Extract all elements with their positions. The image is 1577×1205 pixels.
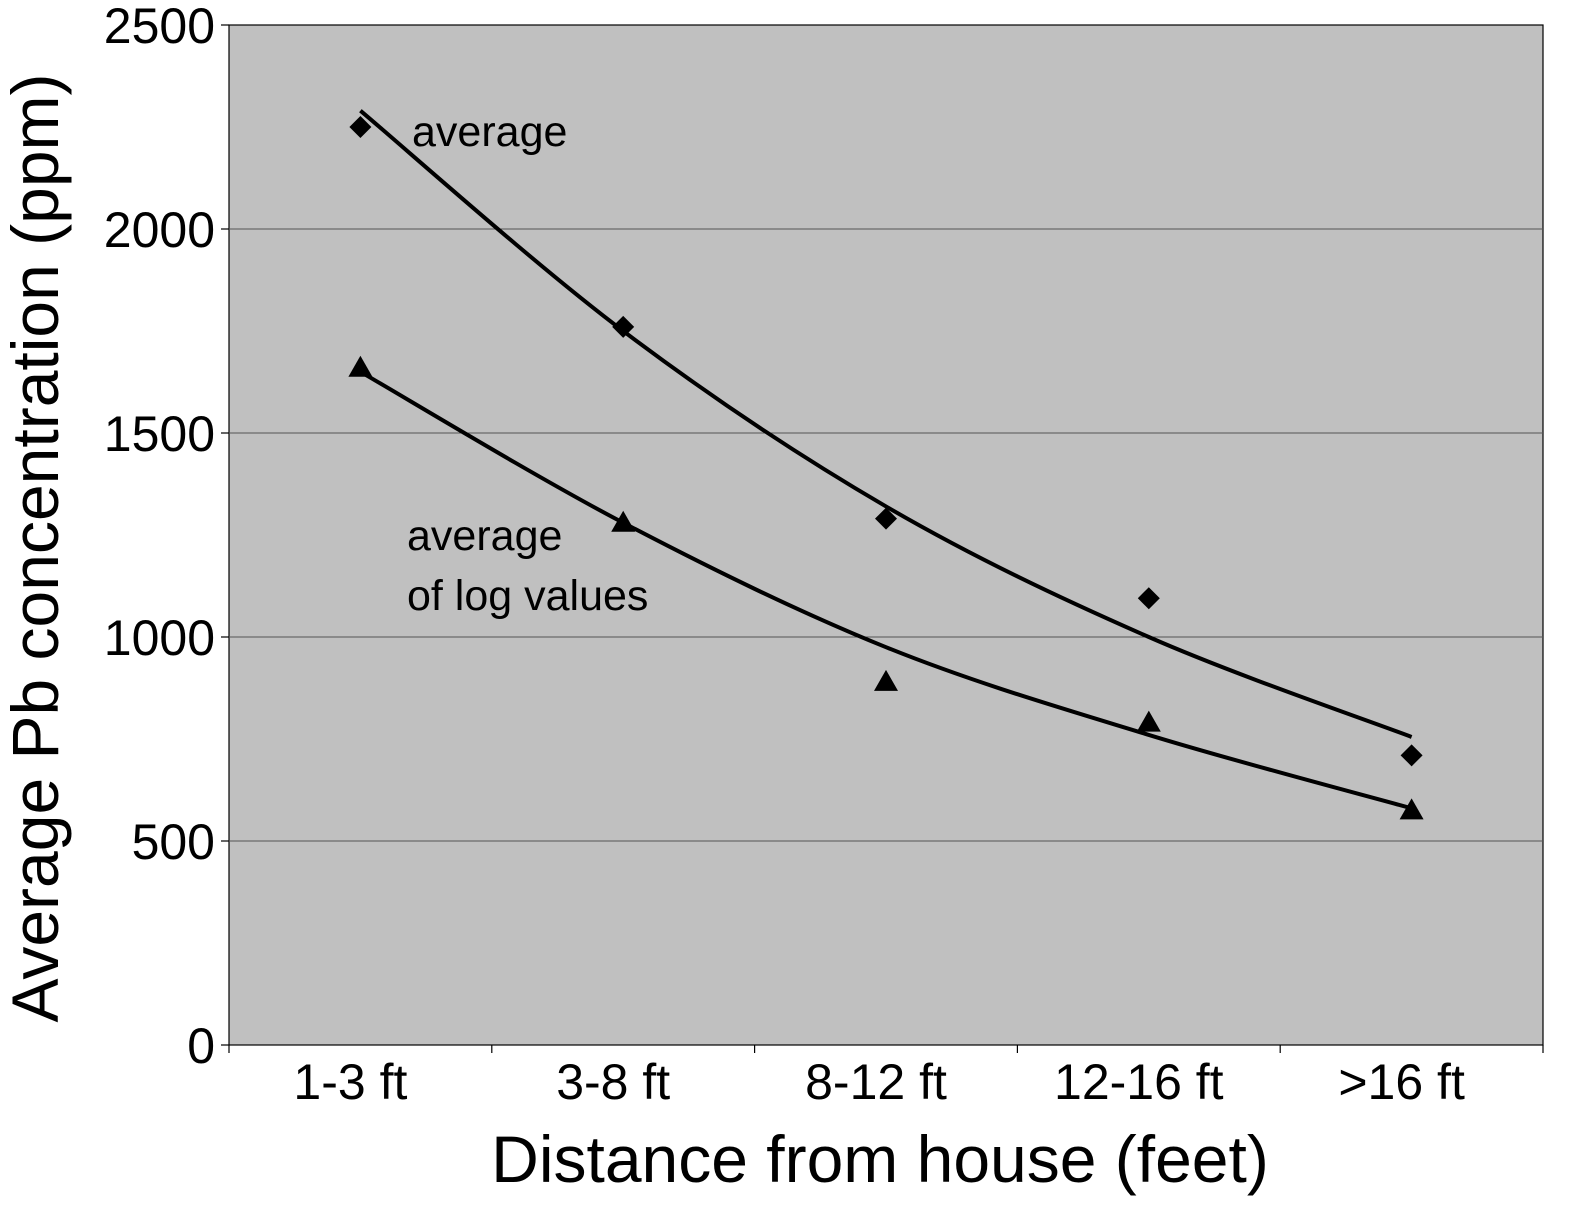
y-tick-label-0: 0 xyxy=(187,1018,215,1074)
annotation-average-log-line2: of log values xyxy=(407,572,648,620)
y-axis-ticks: 0 500 1000 1500 2000 2500 xyxy=(104,0,229,1074)
y-tick-label-1000: 1000 xyxy=(104,610,215,666)
data-markers xyxy=(348,116,1424,820)
y-tick-label-1500: 1500 xyxy=(104,406,215,462)
annotation-average-log-line1: average xyxy=(407,512,562,560)
marker-average-2 xyxy=(875,507,897,530)
x-tick-label-2: 8-12 ft xyxy=(805,1054,947,1110)
marker-log-average-2 xyxy=(874,669,898,691)
trendline-series-1 xyxy=(359,370,1413,811)
marker-average-1 xyxy=(612,315,635,338)
x-tick-label-4: >16 ft xyxy=(1338,1054,1465,1110)
y-tick-label-2000: 2000 xyxy=(104,202,215,258)
x-axis-ticks: 1-3 ft 3-8 ft 8-12 ft 12-16 ft >16 ft xyxy=(228,1045,1544,1110)
y-tick-label-2500: 2500 xyxy=(104,0,215,54)
y-tick-label-500: 500 xyxy=(132,814,215,870)
annotation-average: average xyxy=(412,108,567,156)
plot-area xyxy=(228,24,1544,1046)
marker-log-average-0 xyxy=(348,355,373,377)
marker-average-0 xyxy=(349,116,372,138)
x-tick-label-0: 1-3 ft xyxy=(293,1054,407,1110)
marker-average-4 xyxy=(1400,744,1423,767)
gridlines xyxy=(229,228,1543,842)
trendline-series-0 xyxy=(359,109,1413,739)
x-tick-label-3: 12-16 ft xyxy=(1054,1054,1224,1110)
y-axis-title: Average Pb concentration (ppm) xyxy=(0,74,72,1023)
x-axis-title: Distance from house (feet) xyxy=(491,1122,1269,1196)
marker-log-average-3 xyxy=(1136,710,1161,732)
x-tick-label-1: 3-8 ft xyxy=(556,1054,670,1110)
marker-average-3 xyxy=(1137,587,1160,610)
trendlines xyxy=(359,109,1413,811)
marker-log-average-1 xyxy=(611,510,636,532)
marker-log-average-4 xyxy=(1399,798,1424,820)
